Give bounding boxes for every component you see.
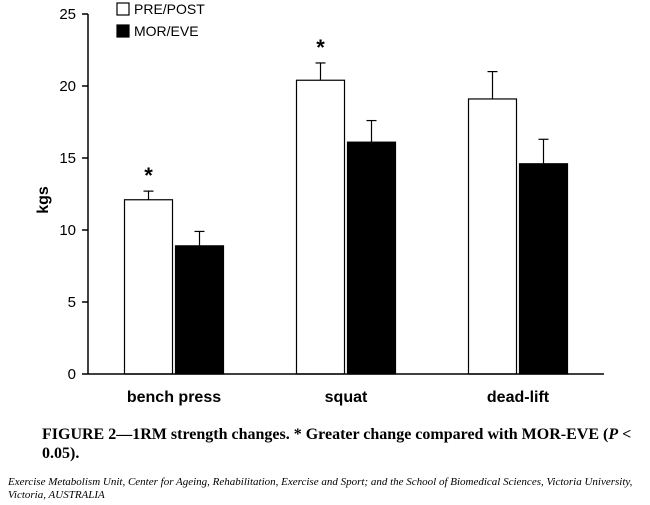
legend-swatch (116, 2, 130, 16)
y-axis: 0 5 10 15 20 25 (59, 6, 89, 383)
bar-mor-eve-bench-press (174, 245, 225, 375)
caption-p-symbol: P (608, 426, 619, 443)
x-category-label: bench press (127, 389, 221, 406)
y-tick-label: 20 (59, 78, 76, 95)
y-tick-label: 10 (59, 222, 76, 239)
figure-caption: FIGURE 2—1RM strength changes. * Greater… (42, 425, 632, 463)
y-tick-label: 15 (59, 150, 76, 167)
significance-star: * (316, 35, 325, 60)
bar-mor-eve-squat (346, 141, 397, 375)
x-axis: bench press squat dead-lift (88, 373, 604, 406)
y-axis-title: kgs (35, 186, 52, 214)
legend-swatch (116, 24, 130, 38)
x-category-label: squat (325, 389, 368, 406)
y-tick-label: 25 (59, 6, 76, 23)
legend-label: MOR/EVE (134, 23, 199, 39)
x-category-label: dead-lift (487, 389, 550, 406)
legend: PRE/POST MOR/EVE (116, 1, 205, 39)
bars: ** (123, 35, 569, 375)
y-tick-label: 5 (68, 294, 76, 311)
y-tick-label: 0 (68, 366, 76, 383)
caption-main: FIGURE 2—1RM strength changes. * Greater… (42, 426, 609, 443)
bar-pre-post-squat (295, 79, 346, 375)
bar-pre-post-bench-press (123, 199, 174, 375)
bar-mor-eve-dead-lift (518, 163, 569, 375)
caption-tail: < 0.05). (42, 426, 632, 462)
bar-pre-post-dead-lift (467, 98, 518, 375)
affiliation-text: Exercise Metabolism Unit, Center for Age… (8, 476, 633, 501)
significance-star: * (144, 163, 153, 188)
legend-label: PRE/POST (134, 1, 205, 17)
